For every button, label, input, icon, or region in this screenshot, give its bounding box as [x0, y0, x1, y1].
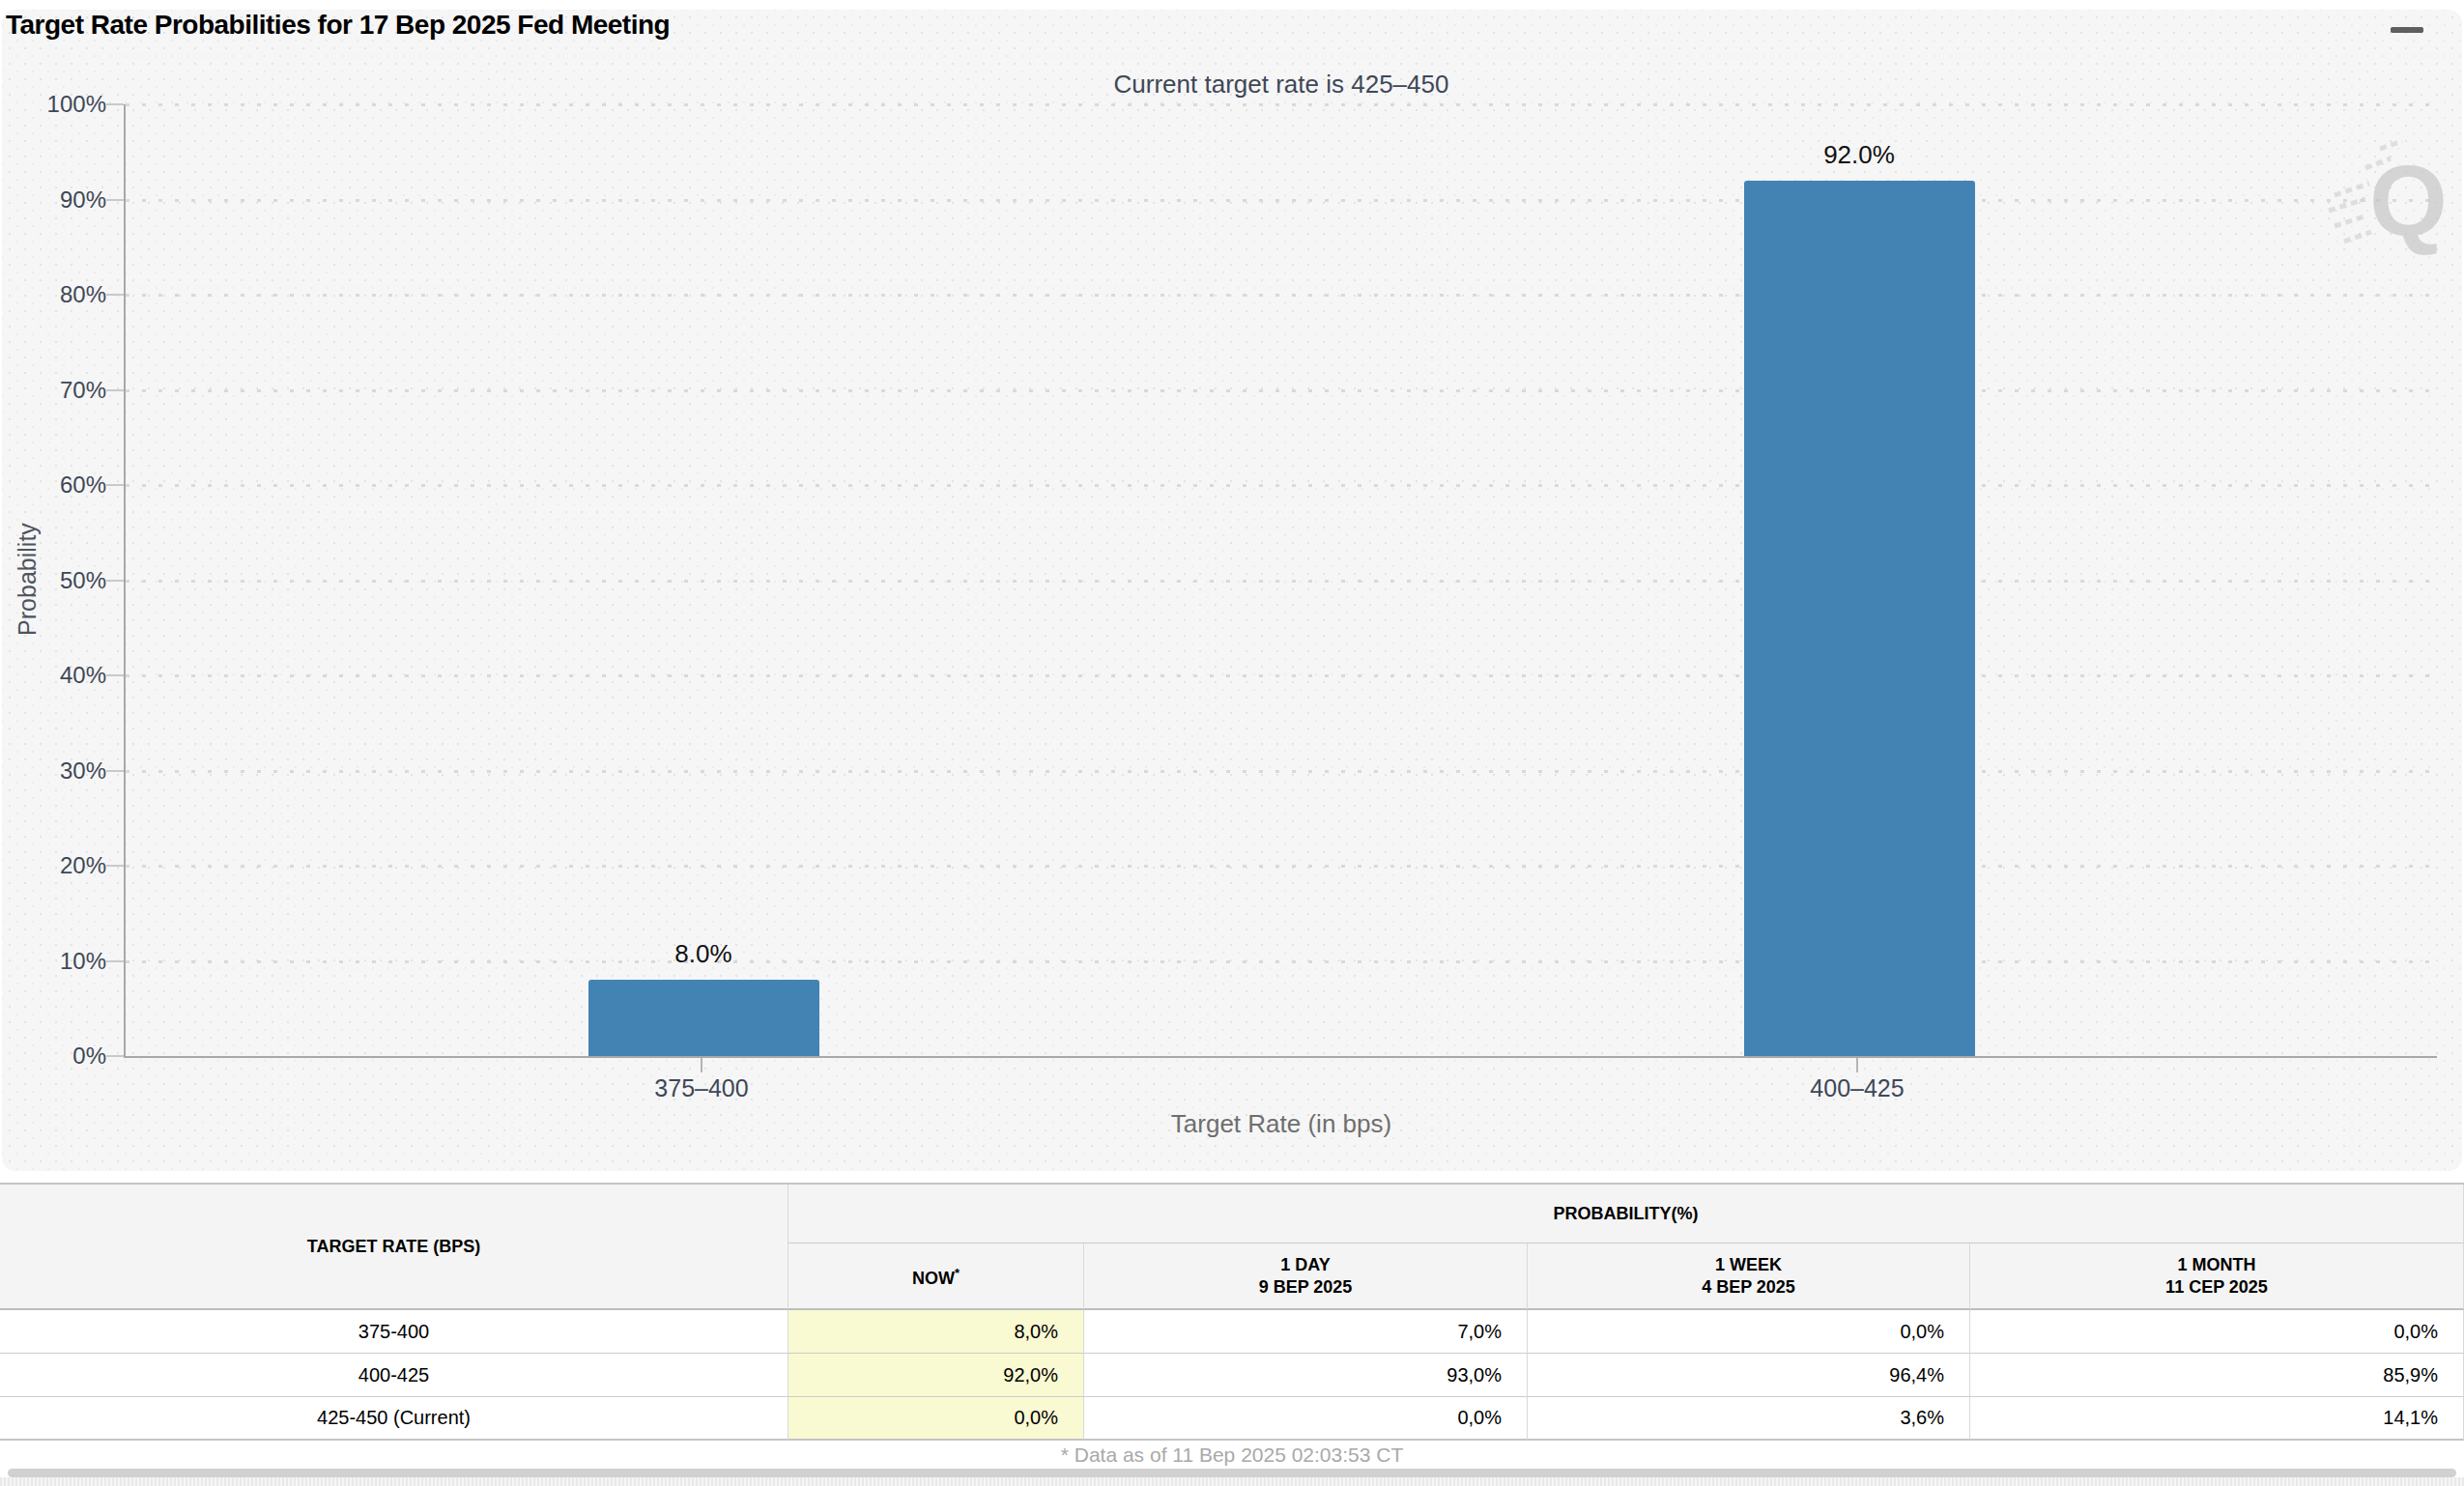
table-cell-day: 0,0% — [1084, 1397, 1528, 1441]
table-cell-month: 14,1% — [1970, 1397, 2464, 1441]
data-as-of-note: * Data as of 11 Bep 2025 02:03:53 CT — [1061, 1443, 1404, 1467]
y-tick-mark — [106, 770, 124, 772]
y-tick-mark — [106, 389, 124, 391]
y-tick-mark — [106, 580, 124, 582]
gridline-20 — [126, 865, 2437, 868]
y-tick-mark — [106, 294, 124, 296]
table-cell-week: 3,6% — [1528, 1397, 1970, 1441]
y-tick-mark — [106, 103, 124, 105]
y-tick-label: 60% — [0, 472, 106, 498]
bar-400–425[interactable] — [1744, 181, 1975, 1056]
y-tick-label: 100% — [0, 92, 106, 117]
page-root: Target Rate Probabilities for 17 Bep 202… — [0, 0, 2464, 1486]
gridline-70 — [126, 389, 2437, 392]
y-tick-label: 20% — [0, 853, 106, 878]
bar-375–400[interactable] — [588, 980, 819, 1056]
y-tick-label: 70% — [0, 378, 106, 403]
chart-menu-button[interactable] — [2391, 27, 2429, 60]
y-tick-mark — [106, 960, 124, 962]
table-cell-now: 92,0% — [788, 1354, 1084, 1397]
chart-subtitle: Current target rate is 425–450 — [1114, 70, 1449, 100]
probability-table: TARGET RATE (BPS) PROBABILITY(%) NOW* 1 … — [0, 1183, 2464, 1441]
table-header-target-rate: TARGET RATE (BPS) — [0, 1185, 788, 1310]
gridline-100 — [126, 103, 2437, 106]
page-title: Target Rate Probabilities for 17 Bep 202… — [6, 10, 670, 41]
footnote-marker: * — [955, 1266, 960, 1280]
bar-value-label: 8.0% — [559, 939, 848, 969]
plot-area: 8.0% 92.0% — [124, 104, 2437, 1058]
bottom-hatch-strip — [0, 1477, 2464, 1486]
watermark-letter: Q — [2369, 145, 2448, 257]
table-cell-day: 7,0% — [1084, 1310, 1528, 1354]
y-tick-label: 10% — [0, 949, 106, 974]
table-cell-week: 96,4% — [1528, 1354, 1970, 1397]
table-cell-now: 8,0% — [788, 1310, 1084, 1354]
y-axis-ticks — [106, 104, 124, 1056]
table-header-1week: 1 WEEK 4 BEP 2025 — [1528, 1243, 1970, 1310]
y-tick-label: 40% — [0, 663, 106, 688]
y-tick-label: 50% — [0, 568, 106, 593]
x-axis-ticks — [0, 1058, 2464, 1072]
category-label: 375–400 — [557, 1074, 846, 1102]
y-axis-labels: 0%10%20%30%40%50%60%70%80%90%100% — [0, 104, 106, 1056]
y-tick-mark — [106, 199, 124, 201]
quikstrike-watermark-icon: Q — [2327, 135, 2462, 261]
bar-value-label: 92.0% — [1714, 140, 2004, 170]
table-row-rate: 400-425 — [0, 1354, 788, 1397]
gridline-90 — [126, 199, 2437, 202]
x-axis-title: Target Rate (in bps) — [1171, 1109, 1391, 1139]
table-cell-week: 0,0% — [1528, 1310, 1970, 1354]
x-tick-mark — [701, 1058, 702, 1072]
gridline-80 — [126, 294, 2437, 297]
table-row-rate: 425-450 (Current) — [0, 1397, 788, 1441]
table-cell-day: 93,0% — [1084, 1354, 1528, 1397]
y-tick-mark — [106, 865, 124, 867]
x-tick-mark — [1856, 1058, 1858, 1072]
y-tick-label: 80% — [0, 282, 106, 307]
gridline-10 — [126, 960, 2437, 963]
category-label: 400–425 — [1712, 1074, 2002, 1102]
table-cell-now: 0,0% — [788, 1397, 1084, 1441]
gridline-30 — [126, 770, 2437, 773]
table-header-1month: 1 MONTH 11 CEP 2025 — [1970, 1243, 2464, 1310]
y-tick-label: 30% — [0, 758, 106, 784]
gridline-50 — [126, 580, 2437, 583]
y-tick-mark — [106, 1055, 124, 1057]
y-tick-mark — [106, 484, 124, 486]
y-tick-label: 90% — [0, 187, 106, 213]
gridline-40 — [126, 674, 2437, 677]
table-cell-month: 0,0% — [1970, 1310, 2464, 1354]
y-tick-mark — [106, 674, 124, 676]
table-header-probability-group: PROBABILITY(%) — [788, 1185, 2464, 1243]
table-header-1day: 1 DAY 9 BEP 2025 — [1084, 1243, 1528, 1310]
table-cell-month: 85,9% — [1970, 1354, 2464, 1397]
horizontal-scrollbar[interactable] — [8, 1469, 2456, 1477]
table-row-rate: 375-400 — [0, 1310, 788, 1354]
table-header-now: NOW* — [788, 1243, 1084, 1310]
gridline-60 — [126, 484, 2437, 487]
